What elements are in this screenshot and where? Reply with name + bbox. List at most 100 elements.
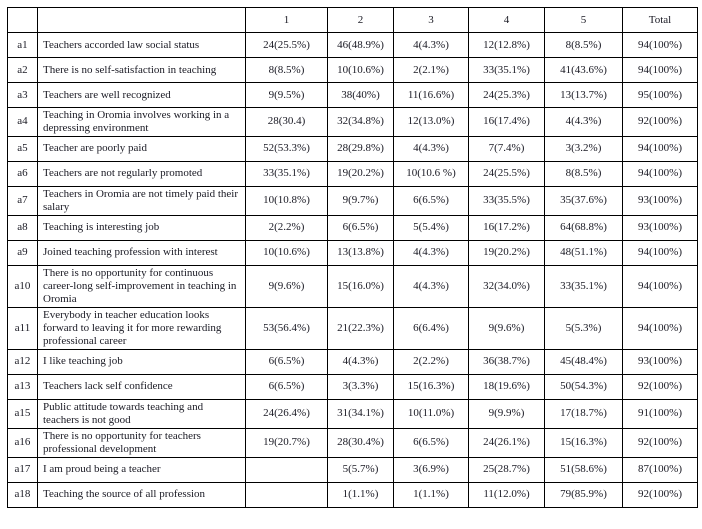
column-header: 2 <box>327 7 394 33</box>
cell-rating-2: 21(22.3%) <box>327 306 394 350</box>
cell-rating-2: 28(29.8%) <box>327 135 394 162</box>
cell-rating-5: 4(4.3%) <box>544 107 623 137</box>
cell-rating-5: 45(48.4%) <box>544 348 623 375</box>
cell-rating-1 <box>245 481 328 508</box>
row-code: a11 <box>7 306 38 350</box>
cell-rating-2: 4(4.3%) <box>327 348 394 375</box>
column-header: Total <box>622 7 698 33</box>
table-row: a11 Everybody in teacher education looks … <box>7 306 698 350</box>
cell-rating-4: 12(12.8%) <box>468 32 545 58</box>
cell-rating-1: 2(2.2%) <box>245 214 328 241</box>
cell-rating-4: 19(20.2%) <box>468 239 545 266</box>
cell-rating-3: 1(1.1%) <box>393 481 469 508</box>
row-code: a9 <box>7 239 38 266</box>
cell-rating-4: 9(9.9%) <box>468 398 545 429</box>
cell-rating-5: 13(13.7%) <box>544 82 623 108</box>
table-row: a2 There is no self-satisfaction in teach… <box>7 57 698 83</box>
table-body: a1 Teachers accorded law social status 24(… <box>7 32 698 508</box>
header-row: 1 2 3 4 5 Total <box>7 7 698 33</box>
table-row: a13 Teachers lack self confidence 6(6.5%) 3… <box>7 373 698 400</box>
table-row: a3 Teachers are well recognized 9(9.5%) 38(… <box>7 82 698 108</box>
cell-rating-5: 50(54.3%) <box>544 373 623 400</box>
cell-rating-2: 3(3.3%) <box>327 373 394 400</box>
cell-rating-3: 6(6.5%) <box>393 427 469 458</box>
cell-total: 94(100%) <box>622 306 698 350</box>
cell-total: 92(100%) <box>622 481 698 508</box>
cell-rating-4: 32(34.0%) <box>468 264 545 308</box>
cell-rating-3: 2(2.1%) <box>393 57 469 83</box>
row-statement: Teachers are not regularly promoted <box>37 160 246 187</box>
cell-rating-3: 6(6.5%) <box>393 185 469 216</box>
cell-rating-5: 64(68.8%) <box>544 214 623 241</box>
cell-total: 94(100%) <box>622 135 698 162</box>
row-code: a15 <box>7 398 38 429</box>
cell-rating-3: 4(4.3%) <box>393 239 469 266</box>
cell-rating-3: 4(4.3%) <box>393 264 469 308</box>
cell-rating-4: 11(12.0%) <box>468 481 545 508</box>
cell-rating-4: 16(17.2%) <box>468 214 545 241</box>
table-row: a18 Teaching the source of all profession… <box>7 481 698 508</box>
row-code: a4 <box>7 107 38 137</box>
cell-rating-3: 4(4.3%) <box>393 32 469 58</box>
cell-rating-1: 24(25.5%) <box>245 32 328 58</box>
table-row: a12 I like teaching job 6(6.5%) 4(4.3%) 2(2.… <box>7 348 698 375</box>
cell-rating-4: 33(35.1%) <box>468 57 545 83</box>
row-statement: Teaching is interesting job <box>37 214 246 241</box>
column-header: 5 <box>544 7 623 33</box>
cell-rating-1: 9(9.5%) <box>245 82 328 108</box>
cell-rating-4: 7(7.4%) <box>468 135 545 162</box>
cell-rating-4: 36(38.7%) <box>468 348 545 375</box>
cell-rating-2: 46(48.9%) <box>327 32 394 58</box>
cell-rating-2: 15(16.0%) <box>327 264 394 308</box>
cell-rating-2: 38(40%) <box>327 82 394 108</box>
cell-total: 87(100%) <box>622 456 698 483</box>
row-statement: Teachers are well recognized <box>37 82 246 108</box>
cell-rating-3: 11(16.6%) <box>393 82 469 108</box>
cell-rating-2: 13(13.8%) <box>327 239 394 266</box>
row-statement: There is no opportunity for teachers pro… <box>37 427 246 458</box>
cell-rating-5: 41(43.6%) <box>544 57 623 83</box>
column-header: 1 <box>245 7 328 33</box>
cell-total: 94(100%) <box>622 264 698 308</box>
cell-rating-3: 4(4.3%) <box>393 135 469 162</box>
row-code: a8 <box>7 214 38 241</box>
cell-rating-1: 10(10.6%) <box>245 239 328 266</box>
cell-rating-1: 53(56.4%) <box>245 306 328 350</box>
table-row: a16 There is no opportunity for teachers … <box>7 427 698 458</box>
cell-rating-5: 48(51.1%) <box>544 239 623 266</box>
cell-rating-2: 5(5.7%) <box>327 456 394 483</box>
row-statement: There is no opportunity for continuous c… <box>37 264 246 308</box>
cell-rating-2: 10(10.6%) <box>327 57 394 83</box>
cell-rating-4: 24(26.1%) <box>468 427 545 458</box>
row-code: a18 <box>7 481 38 508</box>
cell-rating-4: 24(25.3%) <box>468 82 545 108</box>
cell-rating-4: 25(28.7%) <box>468 456 545 483</box>
cell-rating-2: 6(6.5%) <box>327 214 394 241</box>
cell-rating-2: 32(34.8%) <box>327 107 394 137</box>
table-row: a9 Joined teaching profession with intere… <box>7 239 698 266</box>
cell-rating-3: 3(6.9%) <box>393 456 469 483</box>
cell-rating-5: 8(8.5%) <box>544 32 623 58</box>
column-header: 3 <box>393 7 469 33</box>
table-row: a10 There is no opportunity for continuou… <box>7 264 698 308</box>
cell-rating-5: 17(18.7%) <box>544 398 623 429</box>
cell-total: 91(100%) <box>622 398 698 429</box>
cell-total: 92(100%) <box>622 427 698 458</box>
cell-rating-2: 1(1.1%) <box>327 481 394 508</box>
cell-total: 92(100%) <box>622 107 698 137</box>
cell-rating-3: 10(10.6 %) <box>393 160 469 187</box>
row-code: a7 <box>7 185 38 216</box>
cell-rating-3: 2(2.2%) <box>393 348 469 375</box>
cell-total: 94(100%) <box>622 32 698 58</box>
row-statement: There is no self-satisfaction in teachin… <box>37 57 246 83</box>
table-row: a15 Public attitude towards teaching and … <box>7 398 698 429</box>
cell-rating-5: 3(3.2%) <box>544 135 623 162</box>
cell-rating-5: 51(58.6%) <box>544 456 623 483</box>
table-row: a4 Teaching in Oromia involves working in… <box>7 107 698 137</box>
row-statement: Teaching in Oromia involves working in a… <box>37 107 246 137</box>
row-code: a10 <box>7 264 38 308</box>
cell-rating-3: 15(16.3%) <box>393 373 469 400</box>
cell-rating-1: 10(10.8%) <box>245 185 328 216</box>
corner-cell-code <box>7 7 38 33</box>
